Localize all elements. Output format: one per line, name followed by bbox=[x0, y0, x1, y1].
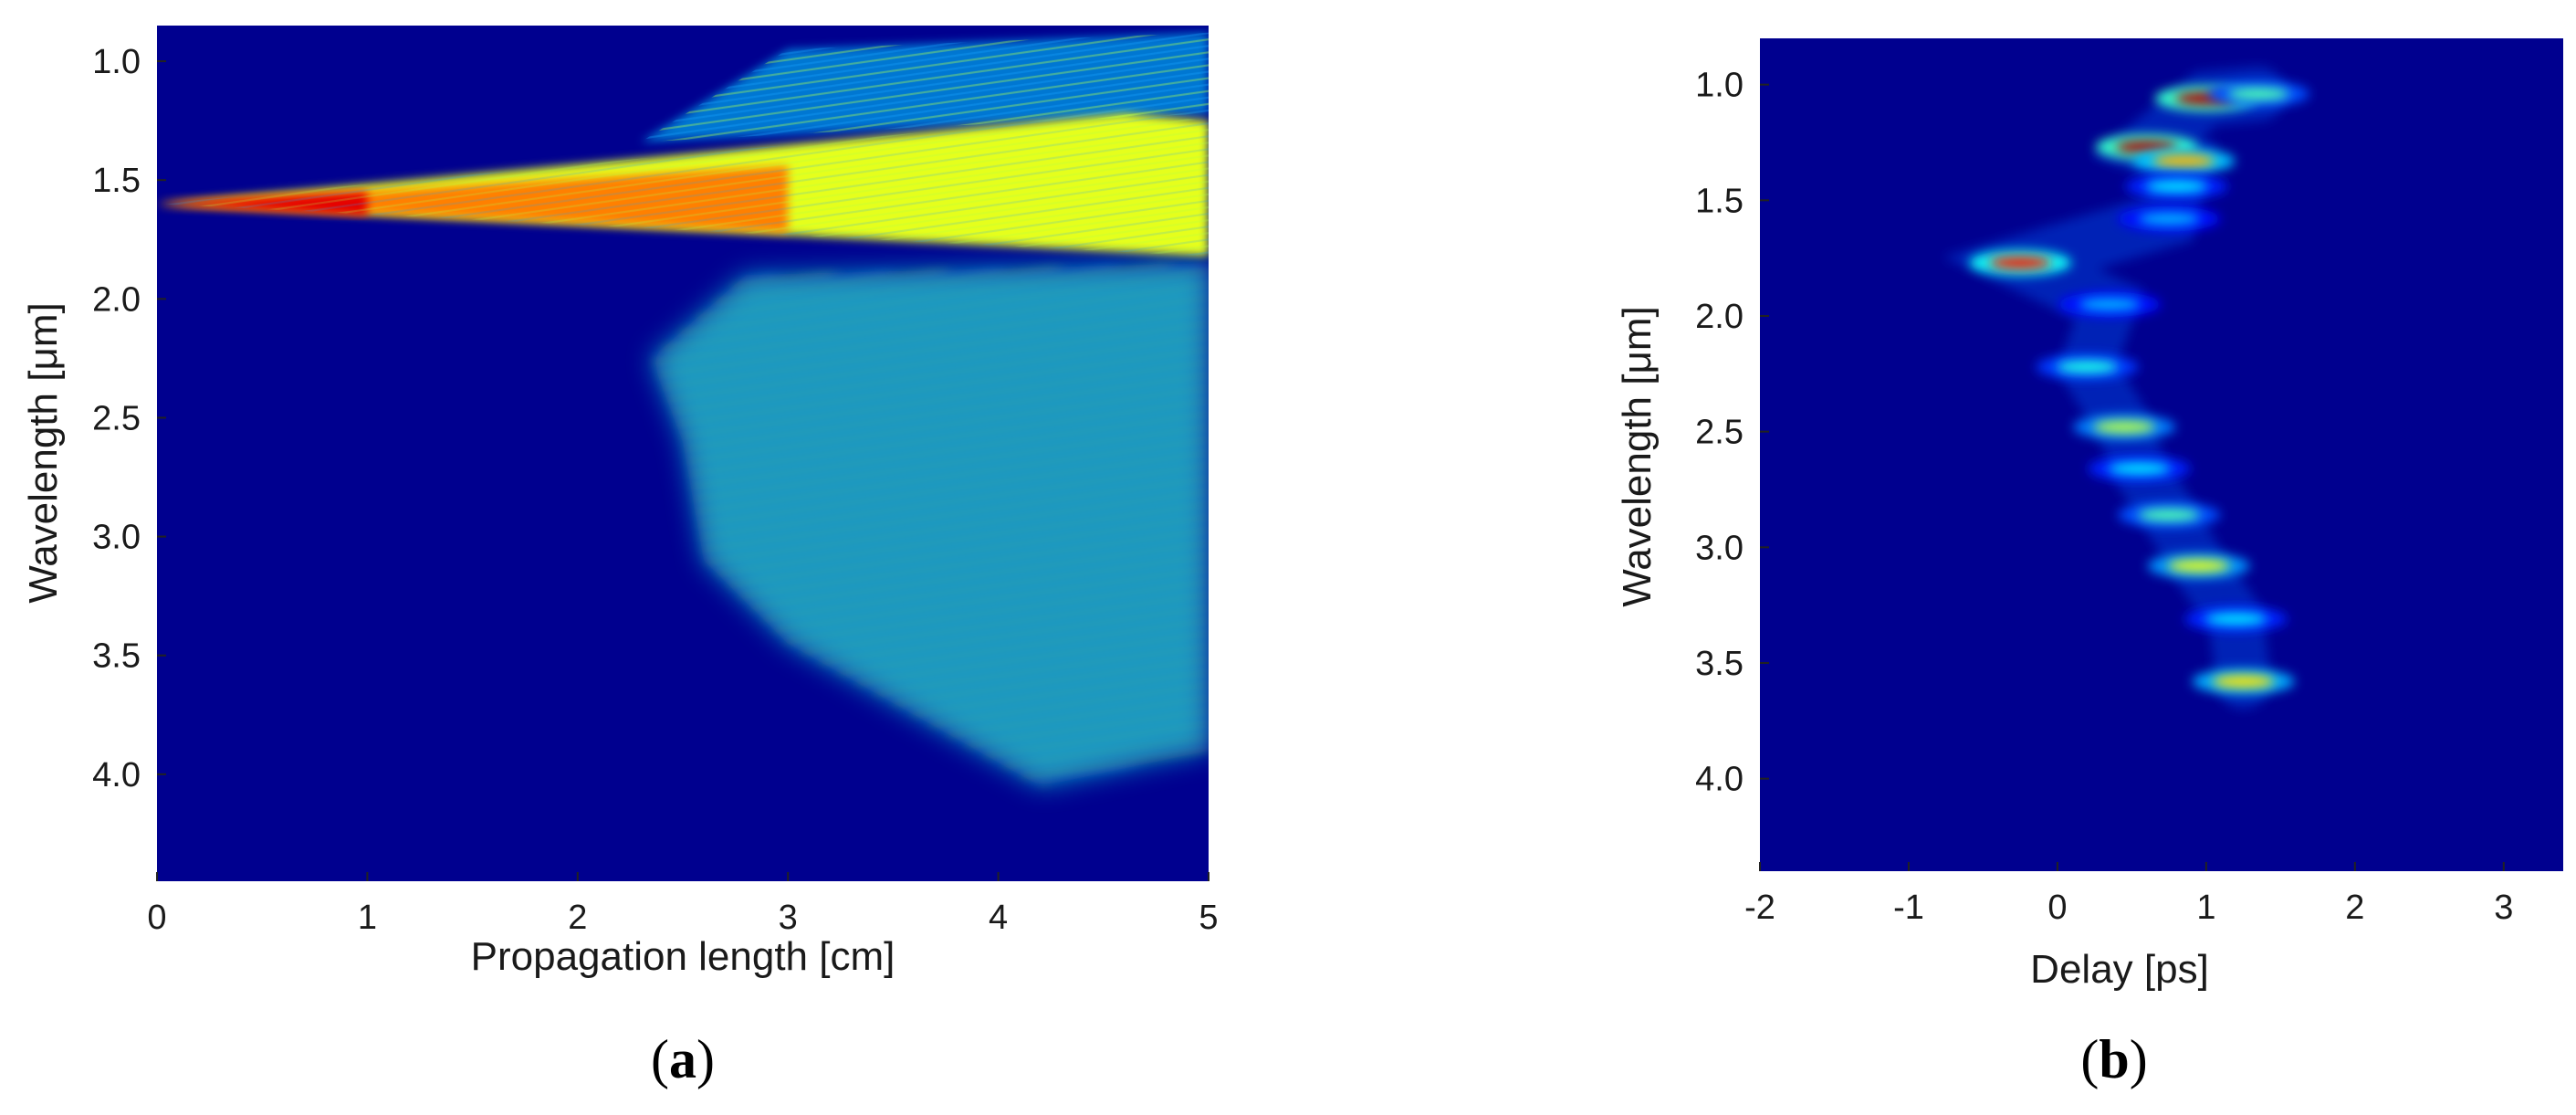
panel-a-chart: 0 1 2 3 4 5 1.0 1.5 2.0 2.5 3.0 3.5 4.0 Propagation … bbox=[21, 26, 1219, 1089]
panel-b-chart: -2 -1 0 1 2 3 1.0 1.5 2.0 2.5 3.0 3.5 4.0 Delay [ps]… bbox=[1615, 38, 2563, 1089]
panel-a-x-tick-label: 1 bbox=[358, 899, 377, 937]
panel-b-caption-close: ) bbox=[2130, 1029, 2148, 1089]
panel-b-y-tick-label: 2.5 bbox=[1695, 414, 1744, 452]
panel-b-blob bbox=[2145, 180, 2208, 194]
panel-a-heatmap-marks bbox=[157, 32, 1209, 786]
panel-a-y-tick-label: 1.0 bbox=[92, 43, 141, 81]
panel-b-blob bbox=[2056, 360, 2119, 373]
panel-b-blob bbox=[1989, 256, 2052, 269]
panel-a-y-tick-label: 3.5 bbox=[92, 637, 141, 676]
panel-b-blob bbox=[2138, 508, 2201, 521]
panel-b-x-axis-label: Delay [ps] bbox=[2030, 947, 2209, 992]
panel-a-caption-letter: a bbox=[669, 1029, 696, 1089]
panel-b-y-tick-label: 1.0 bbox=[1695, 67, 1744, 105]
panel-b-x-tick-label: 0 bbox=[2047, 889, 2067, 927]
panel-b-x-tick-label: -1 bbox=[1893, 889, 1924, 927]
panel-a-x-tick-label: 0 bbox=[147, 899, 166, 937]
panel-b-caption-open: ( bbox=[2080, 1029, 2099, 1089]
panel-a-x-tick-label: 5 bbox=[1199, 899, 1218, 937]
panel-b-blob bbox=[2212, 675, 2275, 689]
panel-a-pump-fringes bbox=[157, 113, 1209, 257]
panel-a-caption: (a) bbox=[651, 1029, 715, 1089]
panel-a-y-tick-label: 2.0 bbox=[92, 280, 141, 319]
panel-a-caption-close: ) bbox=[696, 1029, 715, 1089]
panel-b-blob bbox=[2167, 559, 2230, 573]
panel-a-y-tick-label: 4.0 bbox=[92, 756, 141, 794]
panel-b-y-tick-label: 4.0 bbox=[1695, 761, 1744, 799]
panel-b-blob bbox=[2226, 87, 2289, 100]
panel-b-y-tick-label: 2.0 bbox=[1695, 298, 1744, 336]
panel-b-blob bbox=[2204, 612, 2267, 626]
panel-a-x-tick-label: 3 bbox=[779, 899, 798, 937]
panel-a-axes: 0 1 2 3 4 5 1.0 1.5 2.0 2.5 3.0 3.5 4.0 bbox=[92, 43, 1218, 937]
panel-b-y-tick-label: 3.5 bbox=[1695, 645, 1744, 683]
panel-a-shortwave-fringes bbox=[640, 32, 1209, 142]
panel-b-x-tick-label: 3 bbox=[2494, 889, 2513, 927]
panel-b-caption: (b) bbox=[2080, 1029, 2147, 1089]
panel-b-heatmap-marks bbox=[1942, 66, 2309, 710]
panel-b-blob bbox=[2138, 212, 2201, 226]
panel-a-caption-open: ( bbox=[651, 1029, 669, 1089]
panel-b-x-tick-label: -2 bbox=[1744, 889, 1775, 927]
panel-b-blob bbox=[2152, 154, 2215, 168]
panel-a-midir-fringes bbox=[651, 263, 1209, 786]
panel-b-blob bbox=[2108, 462, 2171, 476]
panel-b-y-tick-label: 1.5 bbox=[1695, 182, 1744, 220]
panel-a-y-tick-label: 3.0 bbox=[92, 519, 141, 557]
panel-b-x-tick-label: 2 bbox=[2345, 889, 2364, 927]
panel-a-y-tick-label: 1.5 bbox=[92, 162, 141, 200]
panel-b-blob bbox=[2093, 420, 2156, 434]
panel-a-x-tick-label: 4 bbox=[989, 899, 1008, 937]
panel-b-axes: -2 -1 0 1 2 3 1.0 1.5 2.0 2.5 3.0 3.5 4.0 bbox=[1695, 67, 2513, 927]
panel-b-caption-letter: b bbox=[2099, 1029, 2129, 1089]
panel-a-x-axis-label: Propagation length [cm] bbox=[471, 934, 895, 979]
panel-b-x-tick-label: 1 bbox=[2196, 889, 2215, 927]
panel-b-y-axis-label: Wavelength [μm] bbox=[1615, 306, 1660, 606]
panel-a-y-axis-label: Wavelength [μm] bbox=[21, 302, 66, 603]
panel-b-blob bbox=[2078, 298, 2141, 311]
panel-a-y-tick-label: 2.5 bbox=[92, 399, 141, 437]
panel-a-x-tick-label: 2 bbox=[568, 899, 587, 937]
panel-b-y-tick-label: 3.0 bbox=[1695, 529, 1744, 567]
